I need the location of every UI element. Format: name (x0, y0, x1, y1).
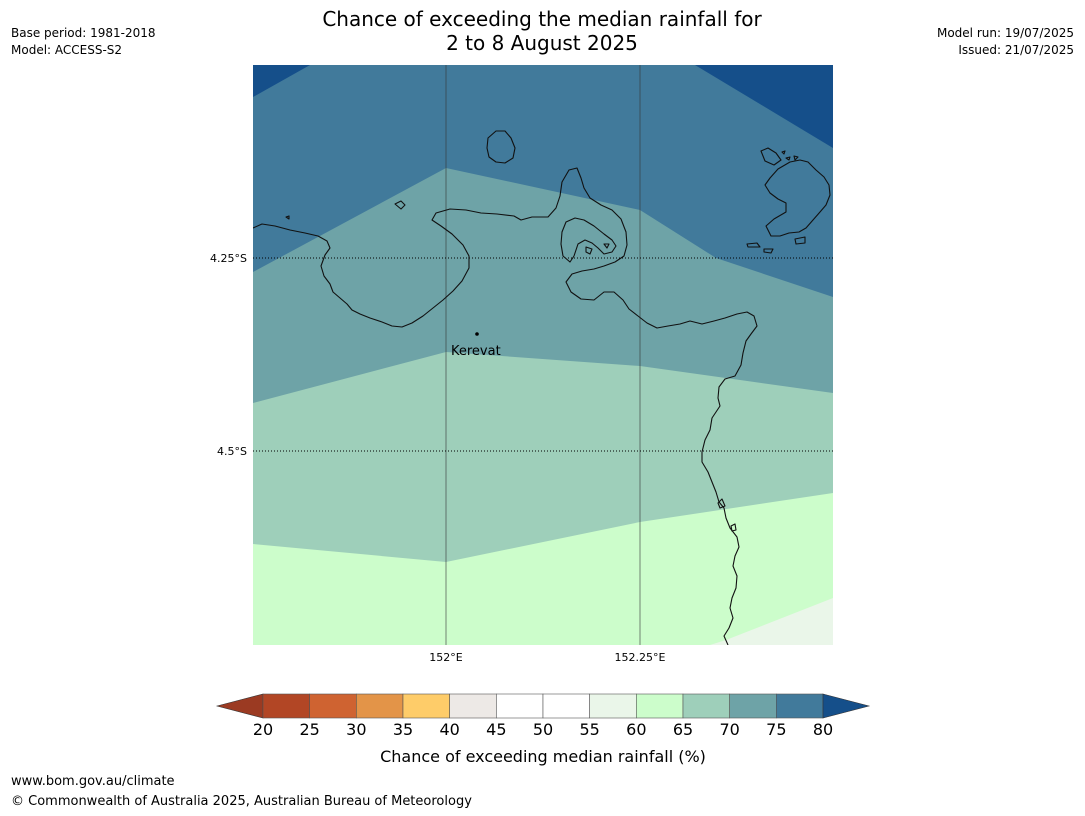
lat-label-4-25: 4.25°S (210, 252, 247, 265)
colorbar-cell (262, 693, 310, 719)
colorbar-tick-label: 25 (299, 720, 319, 739)
map-panel: Kerevat (253, 65, 833, 645)
colorbar-cell (542, 693, 590, 719)
colorbar-tick-label: 35 (393, 720, 413, 739)
colorbar-tick-label: 55 (579, 720, 599, 739)
colorbar-tick-label: 30 (346, 720, 366, 739)
colorbar-tick-label: 75 (766, 720, 786, 739)
colorbar: 20 25 30 35 40 45 50 55 60 65 70 75 80 Chance of exc… (215, 693, 871, 766)
colorbar-title: Chance of exceeding median rainfall (%) (380, 747, 706, 766)
colorbar-tick-label: 40 (439, 720, 459, 739)
colorbar-cell (589, 693, 637, 719)
kerevat-label: Kerevat (451, 344, 501, 359)
colorbar-cell (356, 693, 404, 719)
title-line-2: 2 to 8 August 2025 (446, 31, 638, 55)
map-title: Chance of exceeding the median rainfall … (242, 7, 842, 55)
colorbar-ticks: 20 25 30 35 40 45 50 55 60 65 70 75 80 (253, 720, 833, 739)
issued-text: Issued: 21/07/2025 (958, 43, 1074, 57)
colorbar-cell (682, 693, 730, 719)
coastline (253, 130, 831, 645)
zone-75-80 (253, 65, 833, 297)
meta-left: Base period: 1981-2018 Model: ACCESS-S2 (11, 25, 156, 59)
lon-label-152-25: 152.25°E (615, 651, 666, 664)
model-text: Model: ACCESS-S2 (11, 43, 123, 57)
meta-right: Model run: 19/07/2025 Issued: 21/07/2025 (937, 25, 1074, 59)
colorbar-tick-label: 70 (719, 720, 739, 739)
footer-url: www.bom.gov.au/climate (11, 774, 175, 789)
colorbar-tick-label: 20 (253, 720, 273, 739)
colorbar-tick-label: 60 (626, 720, 646, 739)
lon-label-152: 152°E (429, 651, 462, 664)
model-run-text: Model run: 19/07/2025 (936, 26, 1074, 40)
colorbar-cell (729, 693, 777, 719)
colorbar-tick-label: 80 (813, 720, 833, 739)
colorbar-cells (262, 693, 824, 719)
colorbar-over-arrow (822, 693, 871, 719)
kerevat-marker (475, 332, 479, 336)
colorbar-cell (636, 693, 684, 719)
colorbar-cell (496, 693, 544, 719)
colorbar-tick-label: 45 (486, 720, 506, 739)
base-period-text: Base period: 1981-2018 (11, 26, 156, 40)
colorbar-cell (776, 693, 824, 719)
zone-over-80-right (695, 65, 833, 148)
colorbar-cell (402, 693, 450, 719)
colorbar-under-arrow (215, 693, 264, 719)
footer-copyright: © Commonwealth of Australia 2025, Austra… (11, 794, 472, 809)
lat-label-4-5: 4.5°S (217, 445, 247, 458)
title-line-1: Chance of exceeding the median rainfall … (322, 7, 762, 31)
zone-over-80-left (253, 65, 310, 97)
colorbar-tick-label: 50 (533, 720, 553, 739)
colorbar-tick-label: 65 (673, 720, 693, 739)
colorbar-cell (309, 693, 357, 719)
colorbar-cell (449, 693, 497, 719)
